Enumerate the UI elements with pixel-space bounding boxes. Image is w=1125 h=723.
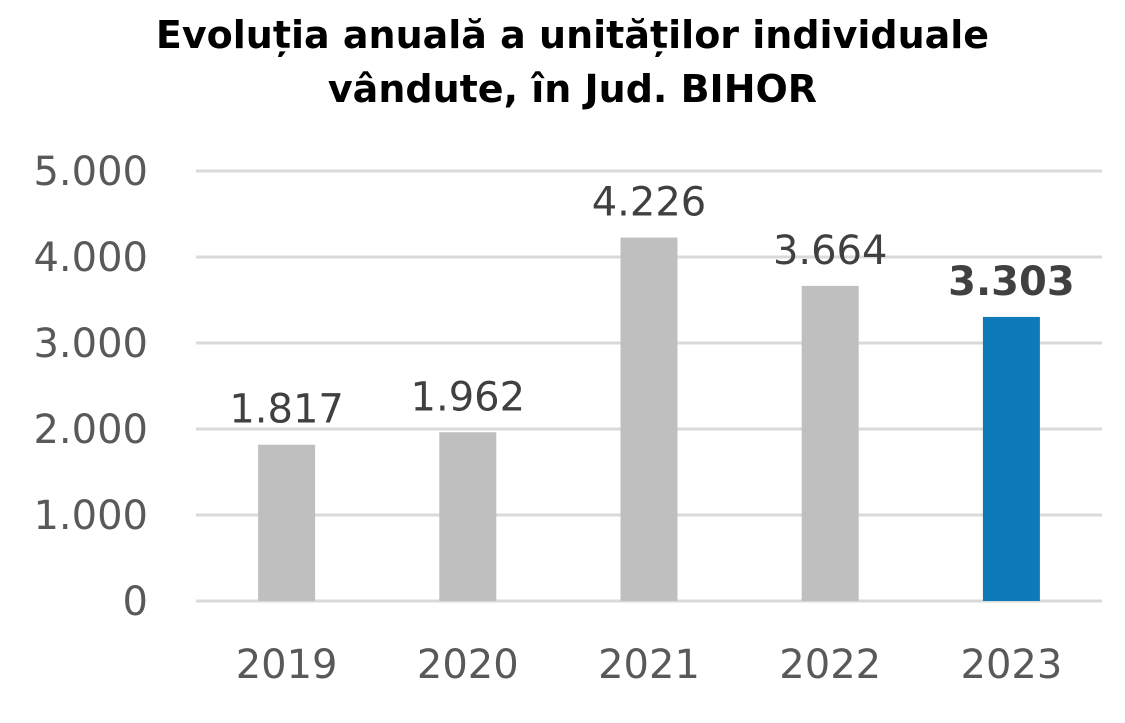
x-tick-label-2021: 2021 [598,642,700,688]
y-axis-tick-labels: 0 1.000 2.000 3.000 4.000 5.000 [33,149,148,625]
chart-title-line-2: vândute, în Jud. BIHOR [327,67,818,111]
x-axis-tick-labels: 2019 2020 2021 2022 2023 [236,642,1063,688]
data-label-2019: 1.817 [229,387,344,433]
chart-title: Evoluția anuală a unităților individuale… [0,8,1125,116]
y-tick-label: 4.000 [33,235,148,281]
data-labels: 1.817 1.962 4.226 3.664 3.303 [229,180,1074,433]
y-tick-label: 2.000 [33,407,148,453]
bar-2023 [982,316,1040,601]
bar-2020 [439,432,497,601]
x-tick-label-2022: 2022 [779,642,881,688]
x-tick-label-2019: 2019 [236,642,338,688]
bars [258,237,1040,601]
x-tick-label-2020: 2020 [417,642,519,688]
bar-2019 [258,444,316,601]
data-label-2021: 4.226 [592,180,707,226]
bar-2021 [620,237,678,601]
y-tick-label: 3.000 [33,321,148,367]
bar-2022 [801,285,859,601]
data-label-2022: 3.664 [773,228,888,274]
chart-title-line-1: Evoluția anuală a unităților individuale [155,13,990,57]
data-label-2023: 3.303 [948,259,1075,305]
y-tick-label: 0 [123,579,148,625]
y-tick-label: 1.000 [33,493,148,539]
y-tick-label: 5.000 [33,149,148,195]
data-label-2020: 1.962 [411,374,526,420]
x-tick-label-2023: 2023 [961,642,1063,688]
